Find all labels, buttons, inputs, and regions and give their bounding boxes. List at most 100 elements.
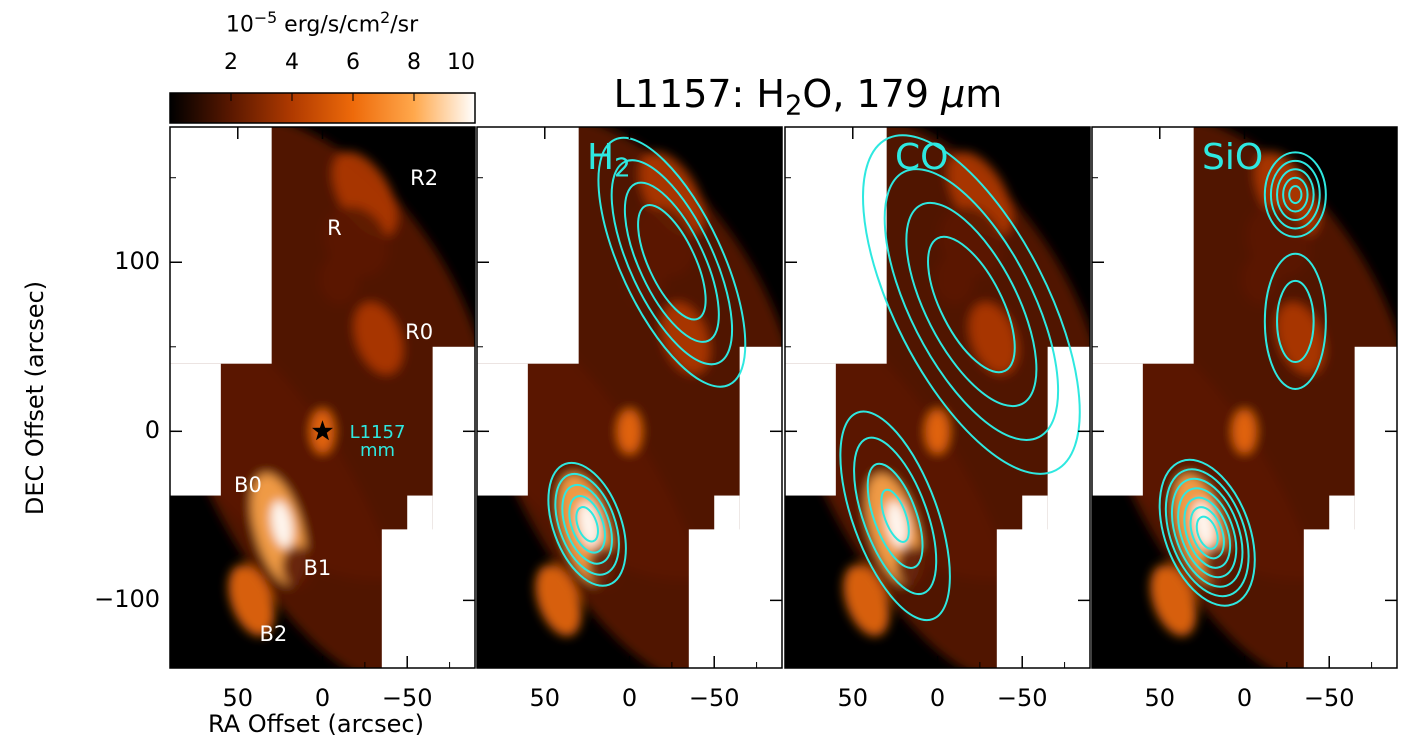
contour-level — [554, 472, 620, 576]
emission-knot-7 — [1232, 409, 1257, 454]
contour-level — [839, 410, 951, 622]
contour-level — [1195, 515, 1219, 550]
knot-label-r0: R0 — [405, 319, 434, 344]
x-tick-label: −50 — [688, 684, 740, 712]
emission-knot-6 — [354, 302, 403, 375]
emission-knot-10 — [281, 546, 313, 587]
contour-level — [862, 134, 1081, 475]
contour-level — [880, 488, 910, 543]
knot-label-b0: B0 — [234, 473, 262, 498]
panel-image-1 — [170, 127, 475, 668]
emission-knot-6 — [1276, 302, 1325, 375]
contour-level — [1263, 252, 1327, 391]
contour-level — [1183, 496, 1232, 569]
contour-level — [1189, 506, 1225, 560]
emission-knot-10 — [896, 546, 928, 587]
emission-knot-5 — [319, 253, 360, 305]
emission-knot-9 — [271, 500, 293, 548]
emission-knot-5 — [934, 253, 975, 305]
unmapped-region-2 — [170, 363, 221, 496]
y-tick-label: −100 — [94, 585, 160, 614]
contour-level — [905, 201, 1038, 408]
unmapped-region-1 — [1092, 127, 1194, 364]
unmapped-region-1 — [170, 127, 272, 364]
emission-knot-7 — [925, 409, 950, 454]
contour-level — [866, 462, 924, 569]
x-tick-label: 50 — [837, 684, 869, 712]
contour-level — [1288, 185, 1303, 205]
contour-level — [853, 436, 938, 596]
colorbar-tick-label: 6 — [346, 50, 360, 75]
contours-SiO — [1158, 151, 1327, 607]
contours-H2 — [547, 136, 747, 587]
contours-CO — [839, 134, 1081, 622]
emission-knot-11 — [535, 564, 582, 637]
knot-label-b1: B1 — [303, 556, 332, 581]
x-tick-label: 50 — [529, 684, 561, 712]
panel-label-CO: CO — [895, 137, 949, 178]
emission-knots — [785, 127, 1090, 668]
source-label-line2: mm — [359, 440, 396, 462]
contour-level — [547, 461, 627, 587]
contour-level — [610, 159, 734, 366]
y-tick-label: 100 — [114, 247, 160, 276]
contour-level — [1164, 468, 1250, 598]
contour-level — [927, 235, 1016, 374]
emission-knot-10 — [588, 546, 620, 587]
colorbar-tick-label: 10 — [447, 50, 475, 75]
unmapped-region-1 — [785, 127, 887, 364]
contour-level — [623, 181, 720, 343]
emission-knot-7 — [617, 409, 642, 454]
panel-4 — [1091, 126, 1398, 669]
panel-2 — [476, 126, 783, 669]
contour-level — [1269, 159, 1321, 230]
x-tick-label: −50 — [381, 684, 433, 712]
contour-level — [568, 495, 606, 554]
contour-level — [1158, 458, 1256, 607]
unmapped-region-5 — [407, 495, 433, 668]
source-star-icon — [312, 420, 333, 441]
knot-label-r: R — [327, 216, 342, 241]
emission-knot-11 — [1150, 564, 1197, 637]
source-label-line1: L1157 — [349, 422, 406, 444]
contour-level — [1276, 168, 1315, 221]
emission-knot-6 — [969, 302, 1018, 375]
unmapped-region-2 — [477, 363, 528, 496]
x-tick-label: 0 — [1236, 684, 1253, 712]
contour-level — [1171, 477, 1244, 588]
colorbar-label: 10−5 erg/s/cm2/sr — [225, 8, 419, 38]
contour-level — [637, 204, 707, 321]
contour-level — [883, 168, 1060, 441]
panel-image-3 — [785, 127, 1090, 668]
panel-label-H2: H2 — [587, 137, 631, 184]
unmapped-region-5 — [1022, 495, 1048, 668]
knot-label-r2: R2 — [410, 165, 439, 190]
unmapped-region-1 — [477, 127, 579, 364]
unmapped-region-2 — [785, 363, 836, 496]
emission-knot-9 — [886, 500, 908, 548]
panel-image-2 — [477, 127, 782, 668]
x-tick-label: 0 — [929, 684, 946, 712]
x-tick-label: 0 — [314, 684, 331, 712]
unmapped-region-5 — [1329, 495, 1355, 668]
colorbar — [169, 92, 476, 124]
colorbar-tick-label: 8 — [407, 50, 421, 75]
emission-knot-5 — [626, 253, 667, 305]
x-tick-label: −50 — [1303, 684, 1355, 712]
contour-level — [1177, 487, 1238, 579]
panel-3 — [784, 126, 1091, 669]
unmapped-region-5 — [714, 495, 740, 668]
knot-label-b2: B2 — [259, 622, 288, 647]
colorbar-tick-label: 2 — [224, 50, 238, 75]
x-tick-label: 0 — [621, 684, 638, 712]
contour-level — [1276, 279, 1315, 363]
y-tick-label: 0 — [144, 416, 160, 445]
panels-group — [169, 126, 1398, 669]
contour-level — [597, 136, 747, 388]
panel-image-4 — [1092, 127, 1397, 668]
panel-label-SiO: SiO — [1202, 137, 1264, 178]
x-axis-label: RA Offset (arcsec) — [208, 710, 424, 738]
x-tick-label: −50 — [996, 684, 1048, 712]
x-tick-label: 50 — [1144, 684, 1176, 712]
x-tick-label: 50 — [222, 684, 254, 712]
